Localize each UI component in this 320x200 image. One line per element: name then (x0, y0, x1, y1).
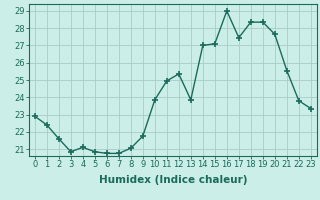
X-axis label: Humidex (Indice chaleur): Humidex (Indice chaleur) (99, 175, 247, 185)
